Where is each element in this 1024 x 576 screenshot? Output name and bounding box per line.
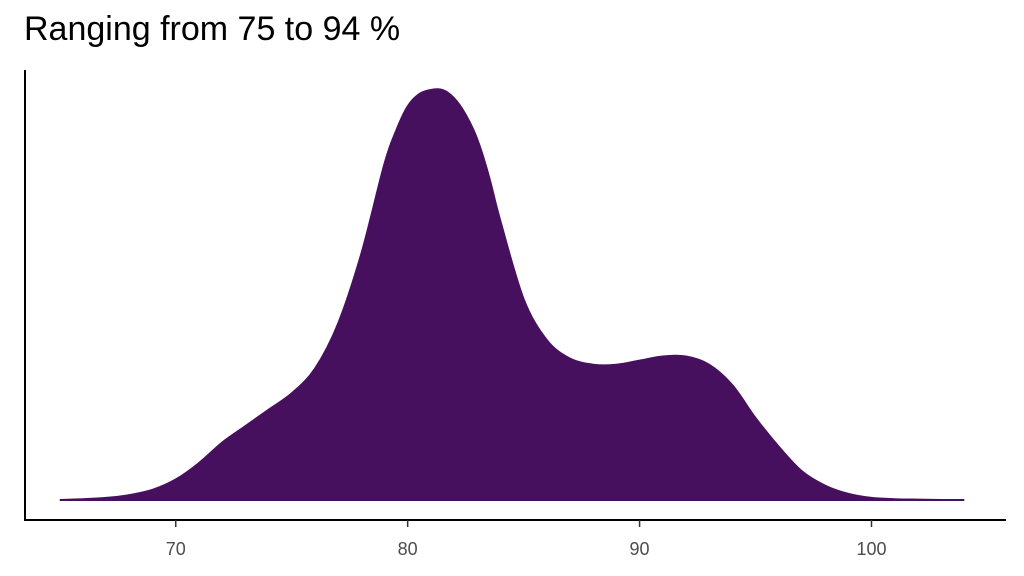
density-area	[59, 88, 965, 502]
x-tick-label: 80	[398, 539, 418, 559]
x-axis-ticks: 70 80 90 100	[166, 520, 887, 559]
chart-title: Ranging from 75 to 94 %	[24, 10, 401, 48]
x-tick-label: 70	[166, 539, 186, 559]
x-tick-label: 100	[856, 539, 886, 559]
x-tick-label: 90	[630, 539, 650, 559]
